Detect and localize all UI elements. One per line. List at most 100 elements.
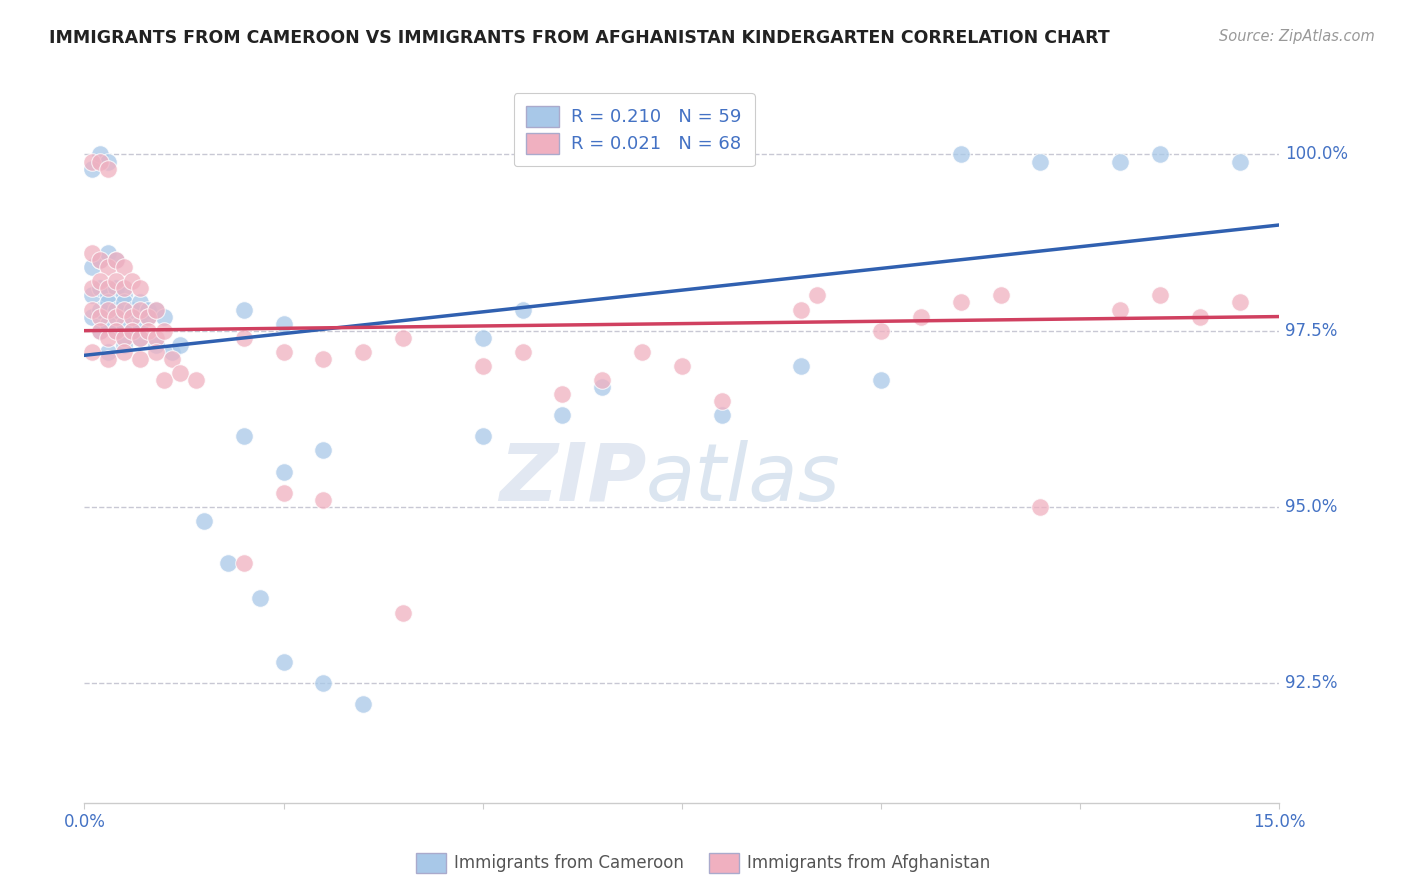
Point [89,310,111,324]
Point [870,324,893,338]
Point [312,443,335,458]
Point [105,281,128,295]
Point [273,465,295,479]
Point [105,324,128,338]
Point [97,161,120,176]
Point [591,380,613,394]
Point [710,394,733,409]
Point [790,359,813,373]
Point [806,288,828,302]
Point [145,302,167,317]
Point [112,281,135,295]
Point [112,331,135,345]
Point [112,302,135,317]
Point [121,324,143,338]
Point [145,338,167,352]
Point [105,324,128,338]
Point [273,344,295,359]
Point [232,429,254,443]
Point [97,281,120,295]
Point [82,281,104,295]
Point [129,351,152,366]
Point [232,331,254,345]
Point [89,253,111,268]
Point [89,281,111,295]
Point [129,317,152,331]
Point [89,274,111,288]
Point [97,317,120,331]
Text: 95.0%: 95.0% [1285,498,1339,516]
Point [1109,302,1132,317]
Point [471,429,494,443]
Point [312,351,335,366]
Point [249,591,271,606]
Point [169,366,191,380]
Point [105,253,128,268]
Point [1188,310,1211,324]
Point [551,409,574,423]
Point [910,310,932,324]
Point [352,344,374,359]
Point [82,246,104,260]
Point [89,154,111,169]
Point [89,324,111,338]
Point [82,302,104,317]
Point [1149,288,1171,302]
Point [82,288,104,302]
Point [129,302,152,317]
Point [97,288,120,302]
Point [1229,295,1251,310]
Point [89,253,111,268]
Point [1029,500,1052,514]
Point [160,344,183,359]
Point [169,338,191,352]
Point [136,310,159,324]
Text: 92.5%: 92.5% [1285,674,1339,692]
Point [97,246,120,260]
Point [136,302,159,317]
Point [97,260,120,275]
Point [512,344,534,359]
Text: atlas: atlas [647,440,841,517]
Point [97,351,120,366]
Point [312,676,335,690]
Point [97,154,120,169]
Point [1109,154,1132,169]
Point [591,373,613,387]
Point [105,253,128,268]
Point [153,373,176,387]
Point [89,324,111,338]
Point [112,260,135,275]
Point [121,274,143,288]
Point [710,409,733,423]
Point [89,147,111,161]
Legend: Immigrants from Cameroon, Immigrants from Afghanistan: Immigrants from Cameroon, Immigrants fro… [409,847,997,880]
Point [790,302,813,317]
Point [121,310,143,324]
Point [97,302,120,317]
Point [129,331,152,345]
Point [392,331,415,345]
Point [273,655,295,669]
Point [949,147,972,161]
Point [97,295,120,310]
Point [631,344,654,359]
Point [870,373,893,387]
Point [129,331,152,345]
Point [551,387,574,401]
Point [471,359,494,373]
Point [112,295,135,310]
Point [129,295,152,310]
Point [82,260,104,275]
Point [1029,154,1052,169]
Point [112,338,135,352]
Point [82,154,104,169]
Point [160,351,183,366]
Point [145,344,167,359]
Point [232,302,254,317]
Point [352,697,374,711]
Point [184,373,207,387]
Text: Source: ZipAtlas.com: Source: ZipAtlas.com [1219,29,1375,44]
Point [949,295,972,310]
Point [392,606,415,620]
